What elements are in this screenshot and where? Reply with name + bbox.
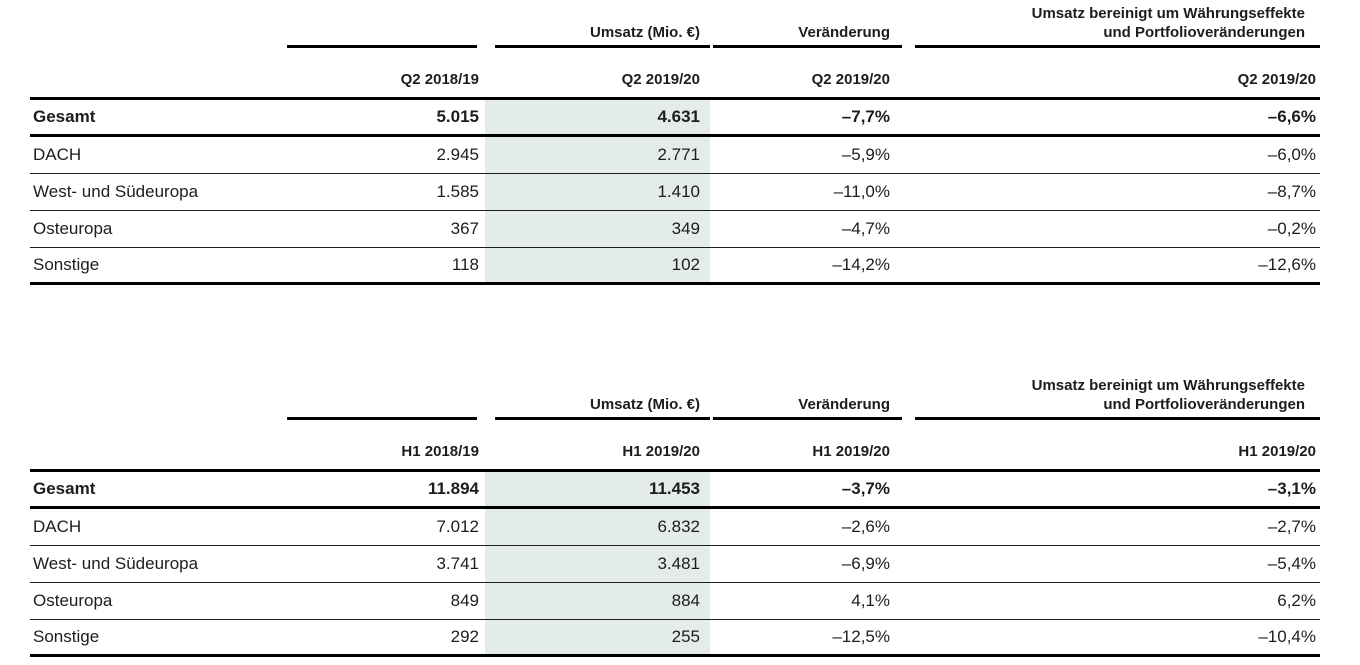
period-header-spacer bbox=[30, 420, 287, 472]
revenue-prev-cell: 7.012 bbox=[287, 509, 485, 546]
period-header-adjusted: H1 2019/20 bbox=[902, 420, 1320, 472]
row-label: West- und Südeuropa bbox=[30, 174, 287, 211]
umsatz-group-label: Umsatz (Mio. €) bbox=[589, 396, 700, 413]
revenue-curr-cell: 102 bbox=[485, 248, 710, 285]
change-cell: –3,7% bbox=[710, 472, 902, 509]
revenue-prev-cell: 118 bbox=[287, 248, 485, 285]
veraenderung-group-label: Veränderung bbox=[798, 24, 890, 41]
period-header-spacer bbox=[30, 48, 287, 100]
adjusted-cell: –8,7% bbox=[902, 174, 1320, 211]
revenue-table-q2: Umsatz (Mio. €) Veränderung Umsatz berei… bbox=[30, 0, 1320, 285]
adjusted-cell: –10,4% bbox=[902, 620, 1320, 657]
row-label: Osteuropa bbox=[30, 583, 287, 620]
adjusted-group-label-line1: Umsatz bereinigt um Währungseffekte bbox=[1031, 5, 1305, 22]
revenue-table-h1: Umsatz (Mio. €) Veränderung Umsatz berei… bbox=[30, 372, 1320, 657]
group-header-umsatz: Umsatz (Mio. €) bbox=[495, 372, 710, 420]
row-label: Sonstige bbox=[30, 248, 287, 285]
change-cell: –2,6% bbox=[710, 509, 902, 546]
group-header-spacer bbox=[30, 372, 287, 420]
revenue-prev-cell: 2.945 bbox=[287, 137, 485, 174]
adjusted-group-label-line1: Umsatz bereinigt um Währungseffekte bbox=[1031, 377, 1305, 394]
group-header-adjusted: Umsatz bereinigt um Währungseffekte und … bbox=[915, 0, 1320, 48]
row-label: Osteuropa bbox=[30, 211, 287, 248]
adjusted-cell: –2,7% bbox=[902, 509, 1320, 546]
revenue-curr-cell: 1.410 bbox=[485, 174, 710, 211]
revenue-curr-cell: 884 bbox=[485, 583, 710, 620]
period-header-prev: Q2 2018/19 bbox=[287, 48, 485, 100]
period-header-curr: Q2 2019/20 bbox=[485, 48, 710, 100]
group-header-umsatz: Umsatz (Mio. €) bbox=[495, 0, 710, 48]
period-header-prev: H1 2018/19 bbox=[287, 420, 485, 472]
adjusted-cell: –0,2% bbox=[902, 211, 1320, 248]
period-header-curr: H1 2019/20 bbox=[485, 420, 710, 472]
revenue-curr-cell: 4.631 bbox=[485, 100, 710, 137]
change-cell: –14,2% bbox=[710, 248, 902, 285]
change-cell: –11,0% bbox=[710, 174, 902, 211]
period-header-change: H1 2019/20 bbox=[710, 420, 902, 472]
revenue-prev-cell: 367 bbox=[287, 211, 485, 248]
change-cell: –12,5% bbox=[710, 620, 902, 657]
group-header-veraenderung: Veränderung bbox=[713, 0, 902, 48]
adjusted-group-label-line2: und Portfolioveränderungen bbox=[1103, 396, 1305, 413]
revenue-prev-cell: 11.894 bbox=[287, 472, 485, 509]
group-header-veraenderung: Veränderung bbox=[713, 372, 902, 420]
change-cell: –5,9% bbox=[710, 137, 902, 174]
row-label: DACH bbox=[30, 137, 287, 174]
revenue-curr-cell: 349 bbox=[485, 211, 710, 248]
umsatz-group-rule bbox=[287, 372, 477, 420]
revenue-prev-cell: 3.741 bbox=[287, 546, 485, 583]
revenue-curr-cell: 6.832 bbox=[485, 509, 710, 546]
group-header-spacer bbox=[30, 0, 287, 48]
umsatz-group-rule bbox=[287, 0, 477, 48]
adjusted-cell: –12,6% bbox=[902, 248, 1320, 285]
period-header-adjusted: Q2 2019/20 bbox=[902, 48, 1320, 100]
revenue-curr-cell: 3.481 bbox=[485, 546, 710, 583]
group-header-adjusted: Umsatz bereinigt um Währungseffekte und … bbox=[915, 372, 1320, 420]
adjusted-cell: 6,2% bbox=[902, 583, 1320, 620]
change-cell: –4,7% bbox=[710, 211, 902, 248]
adjusted-cell: –3,1% bbox=[902, 472, 1320, 509]
revenue-prev-cell: 849 bbox=[287, 583, 485, 620]
row-label: Gesamt bbox=[30, 472, 287, 509]
adjusted-cell: –6,6% bbox=[902, 100, 1320, 137]
umsatz-group-label: Umsatz (Mio. €) bbox=[589, 24, 700, 41]
change-cell: –7,7% bbox=[710, 100, 902, 137]
revenue-prev-cell: 1.585 bbox=[287, 174, 485, 211]
change-cell: 4,1% bbox=[710, 583, 902, 620]
change-cell: –6,9% bbox=[710, 546, 902, 583]
revenue-curr-cell: 255 bbox=[485, 620, 710, 657]
row-label: Sonstige bbox=[30, 620, 287, 657]
adjusted-group-label-line2: und Portfolioveränderungen bbox=[1103, 24, 1305, 41]
veraenderung-group-label: Veränderung bbox=[798, 396, 890, 413]
adjusted-cell: –5,4% bbox=[902, 546, 1320, 583]
row-label: Gesamt bbox=[30, 100, 287, 137]
period-header-change: Q2 2019/20 bbox=[710, 48, 902, 100]
row-label: West- und Südeuropa bbox=[30, 546, 287, 583]
revenue-curr-cell: 11.453 bbox=[485, 472, 710, 509]
revenue-prev-cell: 5.015 bbox=[287, 100, 485, 137]
row-label: DACH bbox=[30, 509, 287, 546]
adjusted-cell: –6,0% bbox=[902, 137, 1320, 174]
revenue-prev-cell: 292 bbox=[287, 620, 485, 657]
revenue-curr-cell: 2.771 bbox=[485, 137, 710, 174]
